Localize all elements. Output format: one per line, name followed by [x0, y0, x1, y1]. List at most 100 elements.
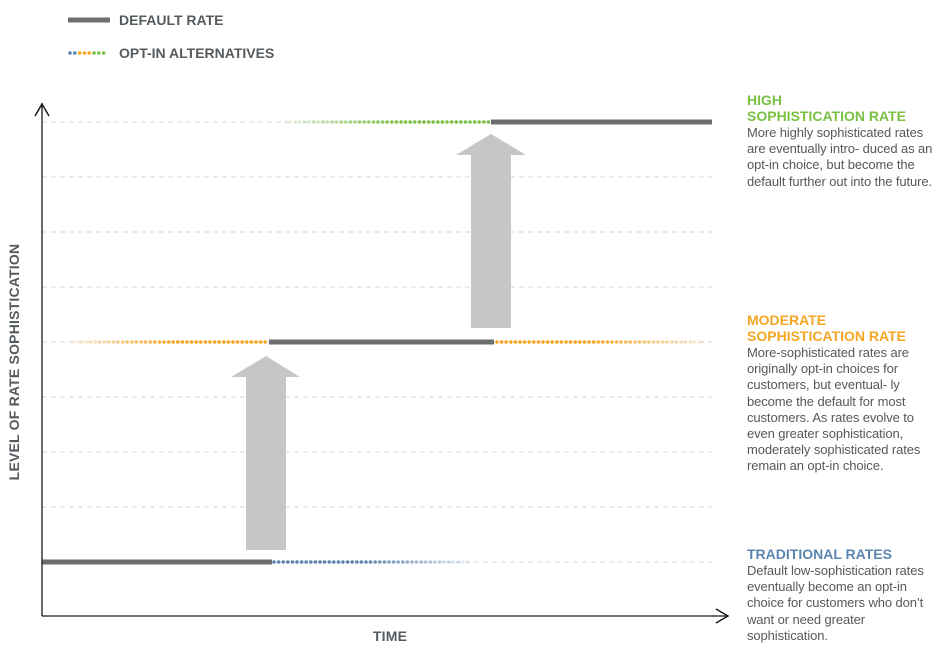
- legend-dot: [92, 51, 96, 55]
- opt-in-dot: [79, 340, 83, 344]
- opt-in-dot: [651, 340, 656, 344]
- opt-in-dot: [350, 560, 355, 564]
- opt-in-dot: [605, 340, 610, 344]
- opt-in-dot: [509, 340, 513, 344]
- opt-in-dot: [130, 340, 134, 344]
- opt-in-dot: [194, 340, 198, 344]
- opt-in-dot: [102, 340, 106, 344]
- opt-in-dot: [355, 560, 359, 564]
- opt-in-dot: [482, 120, 486, 124]
- opt-in-dot: [231, 340, 235, 344]
- opt-in-dot: [513, 340, 518, 344]
- tier-moderate-annotation: MODERATE SOPHISTICATION RATE More-sophis…: [747, 312, 935, 475]
- opt-in-dot: [601, 340, 605, 344]
- opt-in-dot: [325, 120, 330, 124]
- opt-in-dot: [670, 340, 674, 344]
- opt-in-dot: [302, 120, 307, 124]
- opt-in-dot: [656, 340, 660, 344]
- legend-default-label: DEFAULT RATE: [119, 12, 223, 28]
- opt-in-dot: [240, 340, 244, 344]
- opt-in-dot: [245, 340, 249, 344]
- opt-in-dot: [162, 340, 166, 344]
- opt-in-dot: [456, 560, 460, 564]
- opt-in-dot: [321, 120, 325, 124]
- opt-in-dot: [568, 340, 573, 344]
- opt-in-dot: [97, 340, 102, 344]
- opt-in-dot: [148, 340, 152, 344]
- opt-in-dot: [341, 560, 345, 564]
- tier-high-title-line2: SOPHISTICATION RATE: [747, 108, 906, 124]
- opt-in-dot: [465, 560, 470, 564]
- opt-in-dot: [153, 340, 157, 344]
- opt-in-dot: [403, 120, 408, 124]
- opt-in-dot: [486, 120, 491, 124]
- opt-in-dot: [564, 340, 568, 344]
- opt-in-dot: [518, 340, 522, 344]
- opt-in-dot: [254, 340, 258, 344]
- opt-in-dot: [433, 560, 437, 564]
- legend: DEFAULT RATE OPT-IN ALTERNATIVES: [68, 12, 274, 61]
- opt-in-dot: [414, 560, 419, 564]
- opt-in-dot: [290, 560, 295, 564]
- opt-in-dot: [276, 560, 281, 564]
- transition-arrow-traditional-to-moderate: [231, 356, 300, 550]
- opt-in-dot: [281, 560, 286, 564]
- opt-in-dot: [378, 560, 382, 564]
- opt-in-dot: [431, 120, 436, 124]
- tier-moderate-title-line2: SOPHISTICATION RATE: [747, 328, 906, 344]
- opt-in-dot: [410, 560, 414, 564]
- opt-in-dot: [683, 340, 688, 344]
- opt-in-dot: [702, 340, 706, 344]
- opt-in-dot: [344, 120, 348, 124]
- opt-in-dot: [436, 120, 440, 124]
- opt-in-dot: [307, 120, 311, 124]
- opt-in-dot: [442, 560, 447, 564]
- opt-in-dot: [222, 340, 226, 344]
- legend-optin-swatch: [68, 51, 106, 55]
- opt-in-dot: [373, 560, 378, 564]
- opt-in-dot: [134, 340, 139, 344]
- opt-in-dot: [298, 120, 302, 124]
- opt-in-dot: [364, 560, 368, 564]
- x-axis-label: TIME: [373, 628, 407, 644]
- legend-dot: [73, 51, 77, 55]
- opt-in-dot: [637, 340, 642, 344]
- opt-in-dot: [463, 120, 468, 124]
- tier-moderate-title: MODERATE SOPHISTICATION RATE: [747, 312, 935, 344]
- opt-in-dot: [249, 340, 254, 344]
- opt-in-dot: [385, 120, 390, 124]
- opt-in-dot: [447, 560, 451, 564]
- opt-in-dot: [70, 340, 74, 344]
- opt-in-dot: [111, 340, 116, 344]
- opt-in-dot: [693, 340, 697, 344]
- opt-in-dot: [522, 340, 527, 344]
- opt-in-dot: [284, 120, 288, 124]
- opt-in-dot: [157, 340, 162, 344]
- opt-in-dot: [120, 340, 125, 344]
- opt-in-dot: [624, 340, 628, 344]
- opt-in-dot: [417, 120, 422, 124]
- opt-in-dot: [532, 340, 536, 344]
- tier-traditional-description: Default low-sophistication rates eventua…: [747, 563, 924, 643]
- opt-in-dot: [610, 340, 614, 344]
- legend-dot: [82, 51, 87, 55]
- opt-in-dot: [688, 340, 692, 344]
- opt-in-dot: [468, 120, 472, 124]
- opt-in-dot: [541, 340, 545, 344]
- opt-in-dot: [405, 560, 410, 564]
- opt-in-dot: [371, 120, 376, 124]
- legend-dot: [68, 51, 72, 55]
- opt-in-dot: [679, 340, 683, 344]
- opt-in-dot: [394, 120, 399, 124]
- opt-in-dot: [334, 120, 339, 124]
- x-axis-arrowhead: [715, 608, 730, 624]
- opt-in-dot: [367, 120, 371, 124]
- opt-in-dot: [451, 560, 456, 564]
- opt-in-dot: [185, 340, 189, 344]
- opt-in-dot: [477, 120, 482, 124]
- opt-in-dot: [665, 340, 669, 344]
- opt-in-dot: [345, 560, 350, 564]
- opt-in-dot: [408, 120, 413, 124]
- opt-in-dot: [422, 120, 426, 124]
